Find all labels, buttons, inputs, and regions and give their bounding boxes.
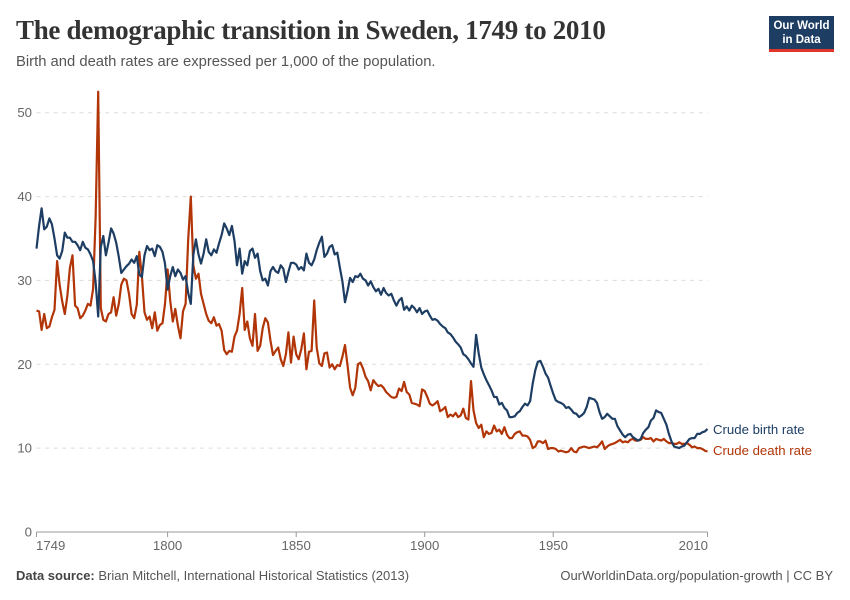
svg-text:40: 40	[17, 189, 32, 204]
svg-text:1950: 1950	[539, 538, 568, 553]
svg-text:Crude death rate: Crude death rate	[713, 443, 812, 458]
svg-text:20: 20	[17, 357, 32, 372]
svg-text:1900: 1900	[410, 538, 439, 553]
svg-text:50: 50	[17, 105, 32, 120]
svg-text:0: 0	[25, 525, 32, 540]
svg-text:1800: 1800	[153, 538, 182, 553]
svg-text:1749: 1749	[36, 538, 65, 553]
svg-text:2010: 2010	[679, 538, 708, 553]
svg-text:1850: 1850	[282, 538, 311, 553]
svg-text:Crude birth rate: Crude birth rate	[713, 422, 805, 437]
svg-text:30: 30	[17, 273, 32, 288]
svg-text:10: 10	[17, 441, 32, 456]
